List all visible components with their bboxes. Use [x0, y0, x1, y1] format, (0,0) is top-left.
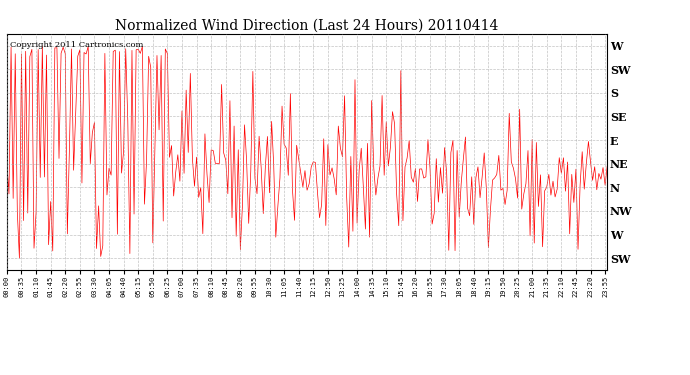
Text: Copyright 2011 Cartronics.com: Copyright 2011 Cartronics.com — [10, 41, 144, 49]
Title: Normalized Wind Direction (Last 24 Hours) 20110414: Normalized Wind Direction (Last 24 Hours… — [115, 19, 499, 33]
